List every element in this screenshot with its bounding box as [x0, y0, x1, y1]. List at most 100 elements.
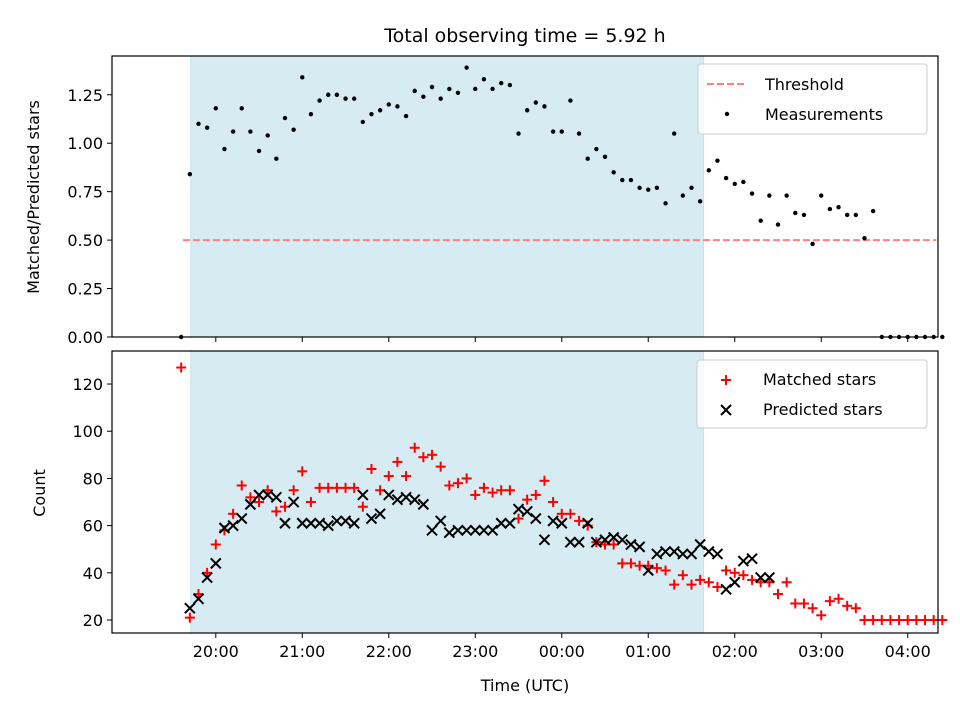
matched-star-point: [392, 456, 403, 467]
bottom-axes-frame: [111, 350, 939, 634]
measurement-point: [282, 115, 288, 121]
measurement-point: [438, 96, 443, 101]
measurement-point: [386, 102, 391, 107]
predicted-star-point: [426, 524, 438, 537]
matched-star-point: [357, 501, 368, 512]
measurement-point: [697, 199, 703, 204]
measurement-point: [940, 334, 945, 340]
predicted-star-point: [659, 545, 672, 558]
matched-star-point: [677, 570, 688, 581]
measurement-point: [317, 98, 322, 103]
measurement-point: [741, 179, 746, 185]
measurement-point: [256, 148, 262, 154]
predicted-star-point: [599, 534, 611, 546]
matched-star-point: [236, 480, 247, 491]
matched-star-point: [894, 615, 905, 626]
matched-star-point: [254, 497, 265, 508]
predicted-star-point: [746, 552, 758, 565]
predicted-star-point: [253, 489, 265, 501]
measurement-point: [732, 181, 737, 187]
measurement-point: [499, 80, 504, 86]
predicted-star-point: [668, 545, 680, 558]
matched-star-point: [686, 579, 697, 590]
measurement-point: [749, 191, 755, 196]
top-y-tick-label: 0.00: [67, 328, 103, 347]
x-tick-label: 03:00: [798, 642, 844, 661]
matched-star-point: [660, 565, 671, 576]
measurement-point: [429, 84, 435, 90]
matched-star-point: [729, 567, 740, 578]
matched-star-point: [409, 442, 420, 453]
matched-star-point: [712, 581, 723, 592]
matched-star-point: [868, 615, 879, 626]
predicted-star-point: [763, 571, 776, 584]
bottom-legend-label-matched: Matched stars: [763, 370, 876, 389]
matched-star-point: [444, 480, 455, 491]
predicted-star-point: [642, 564, 654, 577]
matched-legend-glyph: [721, 375, 731, 385]
matched-star-point: [271, 506, 282, 517]
matched-star-point: [920, 615, 931, 626]
x-tick-label: 20:00: [193, 642, 239, 661]
matched-star-point: [902, 615, 913, 626]
measurement-point: [351, 96, 357, 101]
top-legend: Threshold Measurements: [697, 63, 928, 135]
measurement-point: [343, 96, 348, 101]
predicted-star-point: [694, 538, 706, 551]
measurement-point: [637, 185, 642, 190]
predicted-star-point: [417, 498, 430, 511]
predicted-star-point: [322, 519, 334, 532]
predicted-star-point: [729, 576, 741, 588]
matched-star-point: [574, 515, 585, 526]
measurement-point: [689, 185, 694, 190]
measurement-point: [248, 129, 253, 134]
matched-star-point: [859, 615, 870, 626]
measurement-point: [187, 172, 193, 177]
matched-star-point: [539, 475, 550, 486]
measurement-point: [213, 106, 218, 111]
chart-title: Total observing time = 5.92 h: [383, 25, 665, 47]
measurement-point: [775, 222, 781, 227]
predicted-star-point: [305, 517, 317, 529]
predicted-star-point: [625, 538, 637, 551]
predicted-star-point: [478, 524, 490, 537]
top-y-tick-label: 1.25: [67, 86, 103, 105]
matched-star-point: [781, 577, 792, 588]
matched-star-point: [452, 478, 463, 489]
measurement-point: [602, 154, 608, 159]
measurement-point: [559, 129, 564, 134]
matched-star-point: [625, 558, 636, 569]
predicted-star-point: [210, 557, 222, 570]
measurement-point: [265, 133, 270, 138]
matched-star-point: [340, 482, 351, 493]
measurement-point: [542, 104, 547, 109]
measurement-point: [585, 156, 590, 161]
measurement-point: [758, 218, 763, 223]
measurements-legend-marker: [724, 111, 730, 117]
predicted-star-point: [556, 517, 568, 529]
predicted-star-point: [434, 515, 447, 527]
predicted-star-point: [607, 531, 620, 544]
measurement-point: [230, 129, 236, 134]
measurement-point: [239, 106, 244, 111]
measurement-point: [836, 204, 841, 210]
predicted-star-point: [469, 524, 481, 537]
predicted-star-point: [573, 536, 585, 548]
top-y-tick-label: 0.25: [67, 280, 103, 299]
measurement-point: [421, 94, 426, 99]
bottom-legend: Matched stars Predicted stars: [696, 359, 928, 429]
measurement-point: [870, 208, 876, 214]
measurement-point: [222, 146, 227, 152]
predicted-star-point: [590, 536, 603, 548]
predicted-star-point: [703, 545, 715, 558]
matched-star-point: [323, 482, 334, 493]
matched-star-point: [184, 612, 195, 623]
bottom-y-tick-label: 120: [72, 375, 103, 394]
matched-star-point: [548, 497, 559, 508]
matched-star-point: [911, 615, 922, 626]
measurement-point: [533, 100, 539, 105]
top-y-tick-label: 1.00: [67, 134, 103, 153]
measurement-point: [611, 170, 616, 175]
predicted-star-point: [754, 571, 767, 584]
predicted-star-point: [512, 503, 525, 515]
